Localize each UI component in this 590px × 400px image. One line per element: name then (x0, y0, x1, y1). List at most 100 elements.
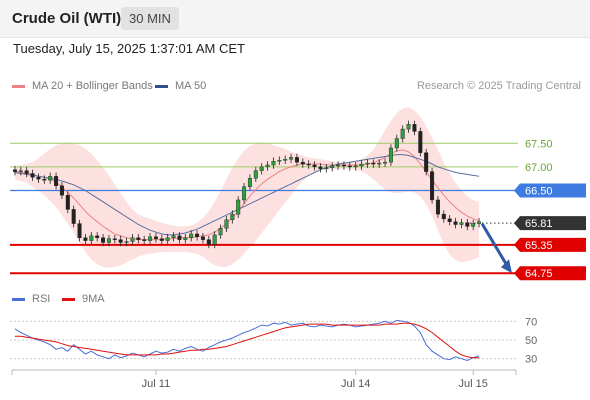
candle-body (259, 166, 264, 171)
candle-body (206, 239, 211, 245)
rsi-level-label-1: 50 (525, 335, 537, 347)
legend-ma20-label: MA 20 + Bollinger Bands (32, 80, 153, 92)
level-label-1: 67.00 (525, 162, 553, 174)
research-credit: Research © 2025 Trading Central (416, 80, 581, 92)
candle-body (406, 124, 411, 130)
candle-body (153, 236, 158, 239)
candle-body (71, 209, 76, 224)
candle-body (218, 228, 223, 236)
candle-body (435, 199, 440, 215)
candle-body (324, 167, 329, 170)
ma20-line (14, 149, 480, 241)
candle-body (112, 238, 117, 240)
candle-body (347, 165, 352, 168)
candle-body (101, 237, 106, 243)
candle-body (106, 238, 111, 243)
rsi-ma9-line (14, 322, 480, 359)
candle-body (165, 237, 170, 241)
candle-body (65, 195, 70, 210)
candle-body (230, 213, 235, 220)
candle-body (283, 159, 288, 161)
candle-body (336, 164, 341, 167)
chart-header: Crude Oil (WTI) 30 MIN (0, 0, 590, 38)
candle-body (236, 199, 241, 215)
legend-rsi-label: RSI (32, 293, 51, 305)
x-tick-label-2: Jul 15 (459, 378, 488, 390)
candle-body (83, 237, 88, 241)
legend-ma50: MA 50 (155, 80, 206, 92)
candle-body (394, 138, 399, 149)
candle-body (277, 160, 282, 162)
candle-body (12, 169, 17, 172)
candle-body (253, 170, 258, 179)
candle-body (353, 165, 358, 168)
candle-body (159, 238, 164, 241)
candle-body (42, 178, 47, 181)
candle-body (148, 236, 153, 241)
timestamp: Tuesday, July 15, 2025 1:37:01 AM CET (13, 41, 245, 56)
candle-body (330, 165, 335, 169)
candle-body (59, 185, 64, 196)
candle-body (195, 233, 200, 238)
candle-body (224, 219, 229, 229)
candle-body (36, 177, 41, 180)
legend-ma20: MA 20 + Bollinger Bands (12, 80, 153, 92)
candle-body (453, 221, 458, 225)
candle-body (289, 157, 294, 160)
candle-body (18, 170, 23, 172)
ma50-line (14, 154, 480, 236)
level-tag-3 (514, 216, 586, 231)
candle-body (89, 235, 94, 241)
level-tag-4 (514, 237, 586, 252)
candle-body (341, 164, 346, 167)
level-label-0: 67.50 (525, 138, 553, 150)
candle-body (300, 161, 305, 165)
forecast-arrow-shaft (480, 222, 510, 268)
x-tick-label-1: Jul 14 (341, 378, 370, 390)
candle-body (271, 161, 276, 166)
level-tag-2 (514, 183, 586, 198)
legend-ma50-label: MA 50 (175, 80, 207, 92)
instrument-title: Crude Oil (WTI) (12, 10, 122, 27)
candle-body (265, 164, 270, 168)
forecast-arrow-head (501, 259, 512, 274)
candle-body (441, 213, 446, 220)
x-tick-label-0: Jul 11 (142, 378, 171, 390)
candle-body (412, 124, 417, 132)
candle-body (424, 152, 429, 172)
candle-body (24, 170, 29, 174)
candle-body (118, 239, 123, 243)
candle-body (459, 222, 464, 225)
candle-body (430, 171, 435, 201)
candle-body (294, 157, 299, 163)
candle-body (189, 233, 194, 238)
candle-body (77, 223, 82, 238)
interval-button[interactable]: 30 MIN (121, 7, 179, 30)
candle-body (54, 176, 59, 186)
candles (12, 120, 482, 249)
candle-body (142, 239, 147, 241)
candle-body (171, 235, 176, 238)
candle-body (383, 161, 388, 164)
level-tag-5 (514, 266, 586, 281)
candle-body (365, 162, 370, 165)
candle-body (242, 186, 247, 201)
candle-body (306, 163, 311, 166)
candle-body (124, 241, 129, 243)
candle-body (212, 234, 217, 245)
candle-body (177, 235, 182, 240)
candle-body (388, 147, 393, 163)
legend-9ma-label: 9MA (82, 293, 105, 305)
candle-body (130, 237, 135, 242)
candle-body (247, 178, 252, 187)
candle-body (318, 166, 323, 169)
candle-body (465, 222, 470, 227)
legend-rsi-swatch (12, 297, 25, 301)
candle-body (377, 162, 382, 165)
legend-9ma: 9MA (62, 293, 105, 305)
candle-body (471, 223, 476, 227)
rsi-level-label-2: 30 (525, 354, 537, 366)
candle-body (136, 237, 141, 240)
level-label-2: 66.50 (525, 186, 553, 198)
